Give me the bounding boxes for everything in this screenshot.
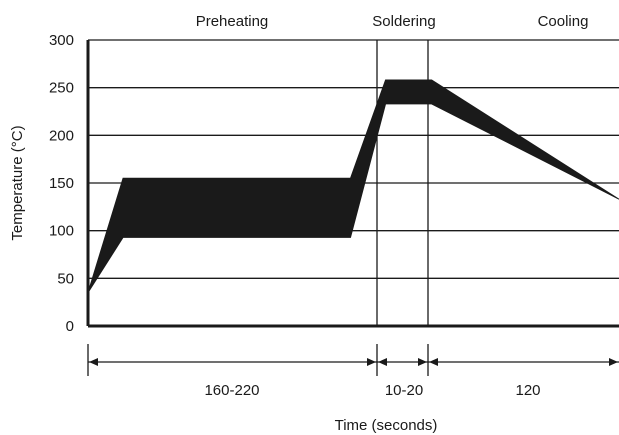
dimension-arrow-left-0: [89, 358, 98, 366]
y-tick-label-50: 50: [57, 270, 74, 287]
dimension-arrow-left-2: [429, 358, 438, 366]
y-tick-label-300: 300: [49, 32, 74, 49]
y-tick-label-0: 0: [66, 318, 74, 335]
x-axis-label: Time (seconds): [335, 417, 438, 434]
duration-label-cooling: 120: [515, 382, 540, 399]
duration-label-preheating: 160-220: [204, 382, 259, 399]
dimension-arrow-right-0: [367, 358, 376, 366]
dimension-arrow-left-1: [378, 358, 387, 366]
phase-label-preheating: Preheating: [196, 13, 269, 30]
y-tick-label-100: 100: [49, 223, 74, 240]
y-tick-label-250: 250: [49, 80, 74, 97]
y-tick-label-200: 200: [49, 127, 74, 144]
y-tick-label-150: 150: [49, 175, 74, 192]
plot-frame: [86, 40, 619, 328]
phase-label-soldering: Soldering: [372, 13, 435, 30]
dimension-arrow-right-2: [609, 358, 618, 366]
y-tick-labels: 0 50 100 150 200 250 300: [49, 32, 74, 335]
duration-dimension-lines: [87, 344, 619, 376]
phase-label-cooling: Cooling: [538, 13, 589, 30]
dimension-arrow-right-1: [418, 358, 427, 366]
duration-label-soldering: 10-20: [385, 382, 423, 399]
y-axis-label: Temperature (°C): [9, 125, 26, 240]
temperature-band: [87, 79, 619, 293]
